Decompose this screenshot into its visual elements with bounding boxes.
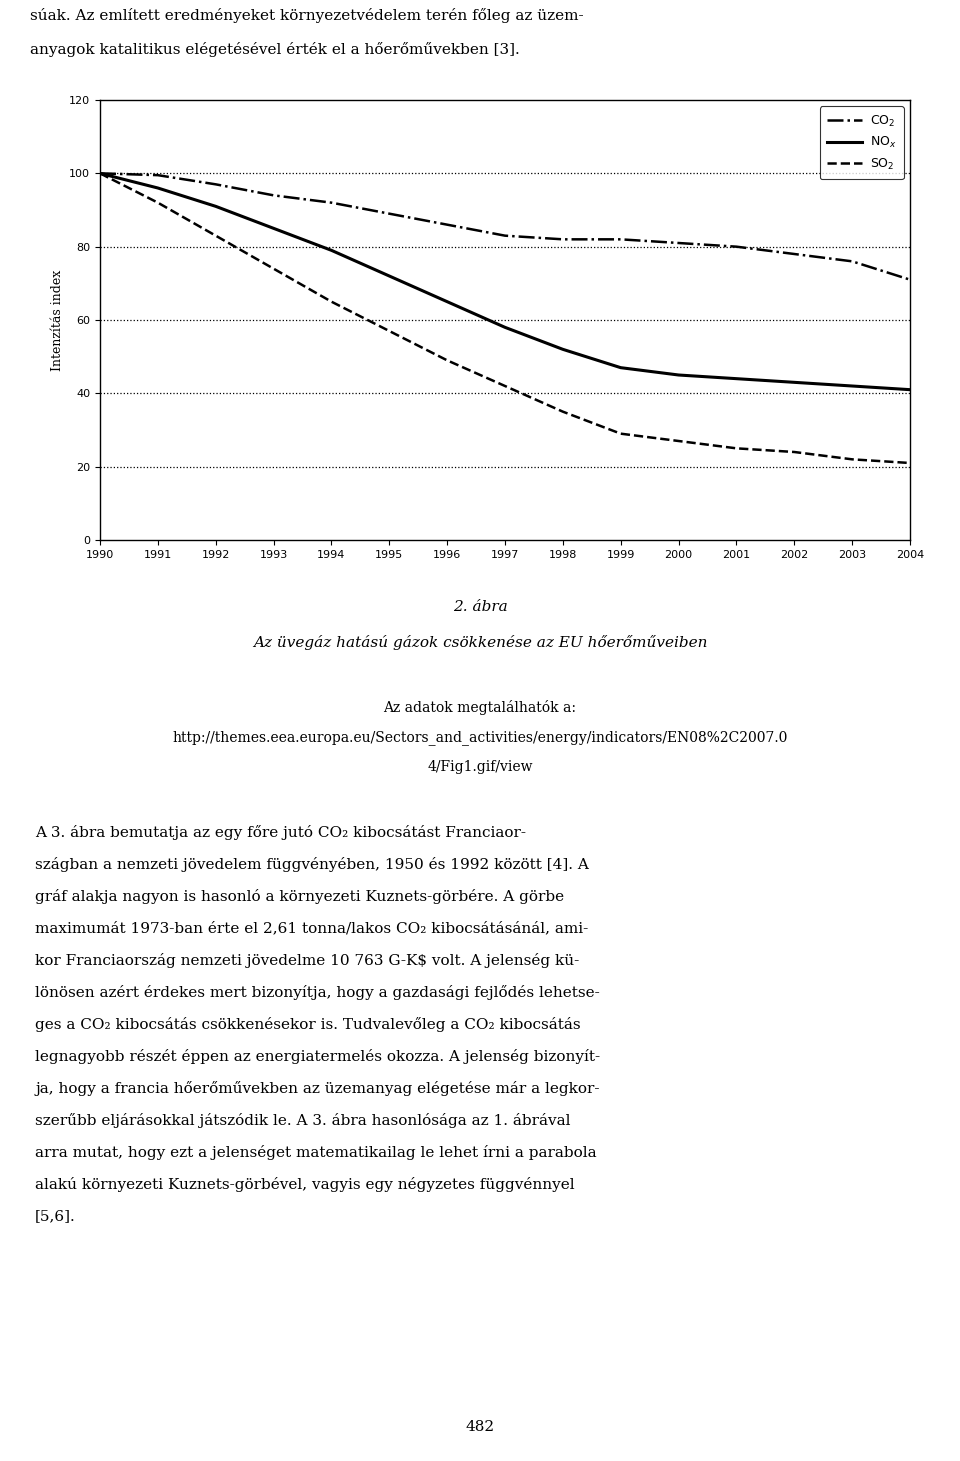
Text: http://themes.eea.europa.eu/Sectors_and_activities/energy/indicators/EN08%2C2007: http://themes.eea.europa.eu/Sectors_and_… [172, 730, 788, 745]
Text: szágban a nemzeti jövedelem függvényében, 1950 és 1992 között [4]. A: szágban a nemzeti jövedelem függvényében… [35, 858, 588, 872]
Text: súak. Az említett eredményeket környezetvédelem terén főleg az üzem-: súak. Az említett eredményeket környezet… [30, 7, 584, 23]
Text: lönösen azért érdekes mert bizonyítja, hogy a gazdasági fejlődés lehetse-: lönösen azért érdekes mert bizonyítja, h… [35, 985, 600, 999]
Text: A 3. ábra bemutatja az egy főre jutó CO₂ kibocsátást Franciaor-: A 3. ábra bemutatja az egy főre jutó CO₂… [35, 825, 526, 840]
Text: 482: 482 [466, 1420, 494, 1435]
Text: kor Franciaország nemzeti jövedelme 10 763 G-K$ volt. A jelenség kü-: kor Franciaország nemzeti jövedelme 10 7… [35, 953, 579, 969]
Text: Az adatok megtalálhatók a:: Az adatok megtalálhatók a: [383, 700, 577, 714]
Text: alakú környezeti Kuznets-görbével, vagyis egy négyzetes függvénnyel: alakú környezeti Kuznets-görbével, vagyi… [35, 1178, 575, 1192]
Text: gráf alakja nagyon is hasonló a környezeti Kuznets-görbére. A görbe: gráf alakja nagyon is hasonló a környeze… [35, 888, 564, 904]
Text: ja, hogy a francia hőerőművekben az üzemanyag elégetése már a legkor-: ja, hogy a francia hőerőművekben az üzem… [35, 1081, 599, 1096]
Text: Az üvegáz hatású gázok csökkenése az EU hőerőműveiben: Az üvegáz hatású gázok csökkenése az EU … [252, 636, 708, 650]
Legend: CO$_2$, NO$_x$, SO$_2$: CO$_2$, NO$_x$, SO$_2$ [820, 107, 903, 180]
Text: maximumát 1973-ban érte el 2,61 tonna/lakos CO₂ kibocsátásánál, ami-: maximumát 1973-ban érte el 2,61 tonna/la… [35, 920, 588, 935]
Text: legnagyobb részét éppen az energiatermelés okozza. A jelenség bizonyít-: legnagyobb részét éppen az energiatermel… [35, 1049, 600, 1064]
Text: ges a CO₂ kibocsátás csökkenésekor is. Tudvalevőleg a CO₂ kibocsátás: ges a CO₂ kibocsátás csökkenésekor is. T… [35, 1017, 581, 1031]
Text: 4/Fig1.gif/view: 4/Fig1.gif/view [427, 760, 533, 774]
Text: anyagok katalitikus elégetésével érték el a hőerőművekben [3].: anyagok katalitikus elégetésével érték e… [30, 42, 519, 57]
Text: [5,6].: [5,6]. [35, 1210, 76, 1223]
Y-axis label: Intenzítás index: Intenzítás index [51, 269, 63, 371]
Text: 2. ábra: 2. ábra [452, 600, 508, 614]
Text: arra mutat, hogy ezt a jelenséget matematikailag le lehet írni a parabola: arra mutat, hogy ezt a jelenséget matema… [35, 1145, 596, 1160]
Text: szerűbb eljárásokkal játszódik le. A 3. ábra hasonlósága az 1. ábrával: szerűbb eljárásokkal játszódik le. A 3. … [35, 1113, 570, 1128]
